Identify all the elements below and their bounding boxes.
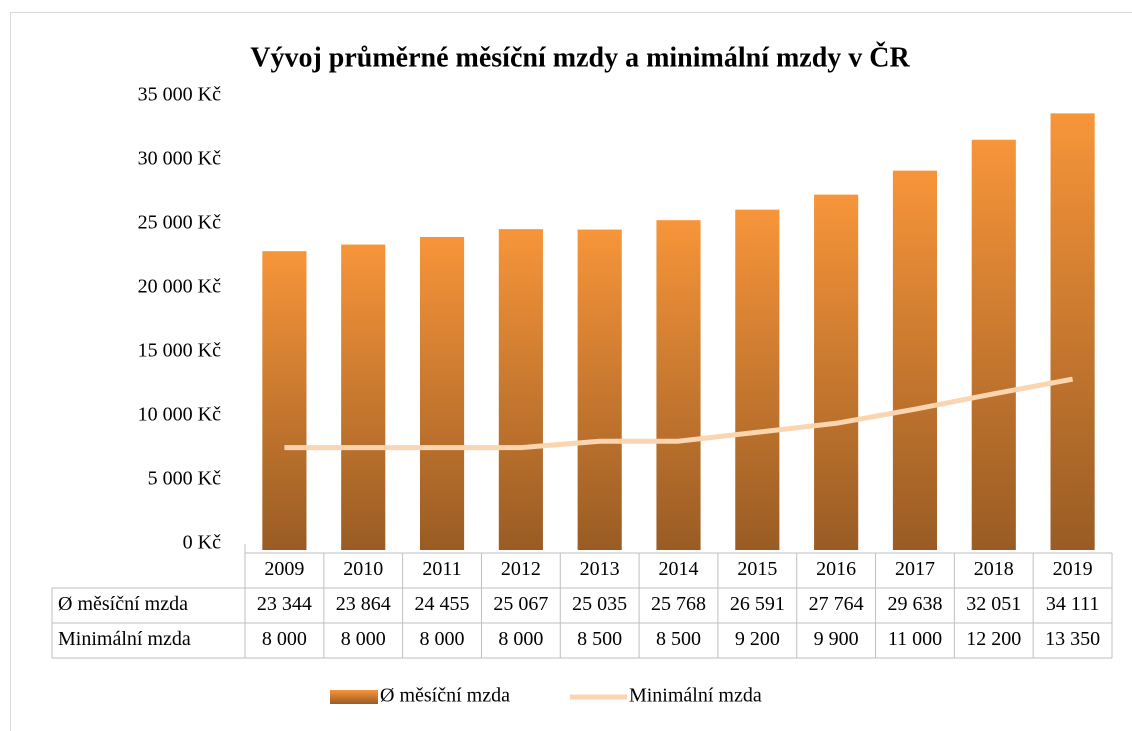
- table-cell: 26 591: [730, 593, 785, 615]
- table-cell: 25 035: [572, 593, 627, 615]
- table-cell: 8 000: [498, 628, 543, 650]
- x-tick-label: 2015: [737, 558, 777, 580]
- legend-label: Ø měsíční mzda: [380, 685, 510, 707]
- y-tick-label: 10 000 Kč: [138, 404, 221, 426]
- bar: [262, 251, 307, 551]
- bar: [971, 139, 1016, 550]
- y-tick-label: 30 000 Kč: [138, 148, 221, 170]
- chart-title: Vývoj průměrné měsíční mzdy a minimální …: [250, 42, 910, 73]
- x-tick-label: 2011: [422, 558, 461, 580]
- table-cell: 8 000: [262, 628, 307, 650]
- table-cell: 24 455: [415, 593, 470, 615]
- x-tick-label: 2017: [895, 558, 935, 580]
- bar: [1050, 113, 1095, 550]
- y-tick-label: 5 000 Kč: [148, 468, 221, 490]
- x-tick-label: 2013: [580, 558, 620, 580]
- table-row-label: Minimální mzda: [58, 628, 191, 650]
- bar: [498, 229, 543, 550]
- table-cell: 12 200: [966, 628, 1021, 650]
- table-cell: 13 350: [1045, 628, 1100, 650]
- bar: [419, 236, 465, 550]
- table-cell: 9 900: [814, 628, 859, 650]
- bar: [892, 170, 938, 550]
- x-tick-label: 2016: [816, 558, 856, 580]
- table-row-label: Ø měsíční mzda: [58, 593, 188, 615]
- table-cell: 25 067: [493, 593, 548, 615]
- bar: [656, 220, 701, 550]
- legend-swatch: [330, 690, 378, 704]
- x-tick-label: 2019: [1053, 558, 1093, 580]
- y-tick-label: 25 000 Kč: [138, 212, 221, 234]
- line: [284, 376, 1074, 451]
- bar: [735, 209, 780, 550]
- table-cell: 8 500: [656, 628, 701, 650]
- table-cell: 27 764: [809, 593, 864, 615]
- chart-frame: [10, 12, 1132, 731]
- table-cell: 9 200: [735, 628, 780, 650]
- y-tick-label: 35 000 Kč: [138, 84, 221, 106]
- bar: [577, 229, 622, 550]
- table-cell: 8 000: [341, 628, 386, 650]
- table-cell: 23 344: [257, 593, 312, 615]
- legend-label: Minimální mzda: [629, 685, 762, 707]
- table-cell: 25 768: [651, 593, 706, 615]
- bar: [341, 244, 386, 550]
- y-tick-label: 15 000 Kč: [138, 340, 221, 362]
- x-tick-label: 2018: [974, 558, 1014, 580]
- table-cell: 34 111: [1046, 593, 1100, 615]
- x-tick-label: 2012: [501, 558, 541, 580]
- x-tick-label: 2014: [659, 558, 699, 580]
- bar: [814, 194, 859, 551]
- table-cell: 23 864: [336, 593, 391, 615]
- table-cell: 8 000: [420, 628, 465, 650]
- table-cell: 8 500: [577, 628, 622, 650]
- x-tick-label: 2010: [343, 558, 383, 580]
- y-tick-label: 0 Kč: [183, 532, 221, 554]
- table-cell: 11 000: [888, 628, 942, 650]
- x-tick-label: 2009: [264, 558, 304, 580]
- table-cell: 29 638: [887, 593, 942, 615]
- table-cell: 32 051: [966, 593, 1021, 615]
- y-tick-label: 20 000 Kč: [138, 276, 221, 298]
